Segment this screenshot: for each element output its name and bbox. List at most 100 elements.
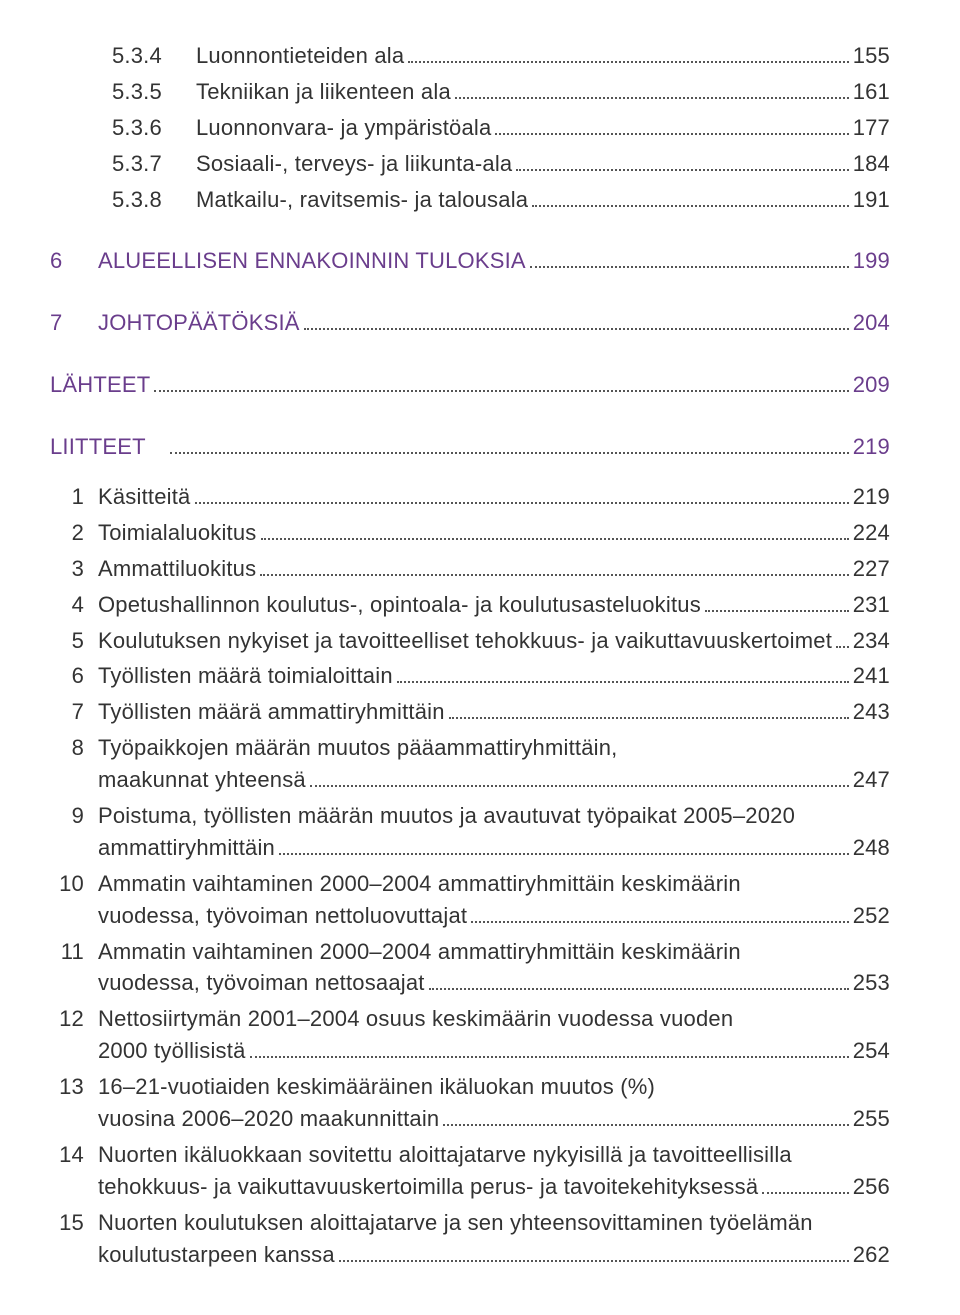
toc-appendix: 4Opetushallinnon koulutus-, opintoala- j… <box>50 589 890 621</box>
toc-number: 7 <box>50 696 98 728</box>
toc-appendix: 12Nettosiirtymän 2001–2004 osuus keskimä… <box>50 1003 890 1067</box>
toc-page: 161 <box>853 76 890 108</box>
toc-page: 243 <box>853 696 890 728</box>
leader-dots <box>455 97 849 99</box>
toc-number: 5.3.5 <box>50 76 196 108</box>
leader-dots <box>261 538 849 540</box>
leader-dots <box>304 328 849 330</box>
toc-page: 199 <box>853 245 890 277</box>
toc-chapter: 7JOHTOPÄÄTÖKSIÄ 204 <box>50 307 890 339</box>
toc-label: Sosiaali-, terveys- ja liikunta-ala <box>196 148 512 180</box>
toc-number: 11 <box>50 936 98 968</box>
leader-dots <box>516 169 848 171</box>
toc-section-liitteet: LIITTEET219 <box>50 431 890 463</box>
toc-label: JOHTOPÄÄTÖKSIÄ <box>98 307 300 339</box>
toc-appendix: 15Nuorten koulutuksen aloittajatarve ja … <box>50 1207 890 1271</box>
toc-label: ALUEELLISEN ENNAKOINNIN TULOKSIA <box>98 245 526 277</box>
toc-entry: 5.3.5Tekniikan ja liikenteen ala161 <box>50 76 890 108</box>
leader-dots <box>449 717 849 719</box>
toc-number: 5.3.8 <box>50 184 196 216</box>
toc-page: 224 <box>853 517 890 549</box>
toc-label: Nettosiirtymän 2001–2004 osuus keskimäär… <box>98 1003 733 1035</box>
toc-page: 248 <box>853 832 890 864</box>
toc-number: 2 <box>50 517 98 549</box>
toc-number: 14 <box>50 1139 98 1171</box>
toc-label: Luonnonvara- ja ympäristöala <box>196 112 491 144</box>
toc-page: 177 <box>853 112 890 144</box>
toc-appendix: 2Toimialaluokitus 224 <box>50 517 890 549</box>
toc-label: Nuorten koulutuksen aloittajatarve ja se… <box>98 1207 813 1239</box>
toc-label: Työllisten määrä ammattiryhmittäin <box>98 696 445 728</box>
toc-entry: 5.3.8Matkailu-, ravitsemis- ja talousala… <box>50 184 890 216</box>
toc-label-cont: vuosina 2006–2020 maakunnittain <box>98 1103 439 1135</box>
toc-label-cont: maakunnat yhteensä <box>98 764 306 796</box>
toc-number: 5.3.4 <box>50 40 196 72</box>
toc-page: 262 <box>853 1239 890 1271</box>
leader-dots <box>429 988 849 990</box>
toc-page: 184 <box>853 148 890 180</box>
toc-label: Matkailu-, ravitsemis- ja talousala <box>196 184 528 216</box>
toc-entry: 5.3.6Luonnonvara- ja ympäristöala 177 <box>50 112 890 144</box>
toc-page: 231 <box>853 589 890 621</box>
leader-dots <box>154 390 848 392</box>
toc-page: 219 <box>853 481 890 513</box>
toc-number: 6 <box>50 660 98 692</box>
toc-page: 204 <box>853 307 890 339</box>
toc-appendix: 3Ammattiluokitus227 <box>50 553 890 585</box>
toc-label: Käsitteitä <box>98 481 191 513</box>
toc-number: 13 <box>50 1071 98 1103</box>
leader-dots <box>836 646 849 648</box>
toc-label: Luonnontieteiden ala <box>196 40 404 72</box>
toc-appendix: 1316–21-vuotiaiden keskimääräinen ikäluo… <box>50 1071 890 1135</box>
toc-page: 254 <box>853 1035 890 1067</box>
toc-section-lahteet: LÄHTEET209 <box>50 369 890 401</box>
toc-appendix: 14Nuorten ikäluokkaan sovitettu aloittaj… <box>50 1139 890 1203</box>
toc-number: 7 <box>50 307 98 339</box>
toc-entry: 5.3.4Luonnontieteiden ala155 <box>50 40 890 72</box>
toc-label: Ammatin vaihtaminen 2000–2004 ammattiryh… <box>98 868 741 900</box>
toc-number: 5.3.7 <box>50 148 196 180</box>
toc-number: 1 <box>50 481 98 513</box>
leader-dots <box>260 574 848 576</box>
toc-label: Toimialaluokitus <box>98 517 257 549</box>
toc-label-cont: koulutustarpeen kanssa <box>98 1239 335 1271</box>
toc-number: 8 <box>50 732 98 764</box>
toc-label-cont: tehokkuus- ja vaikuttavuuskertoimilla pe… <box>98 1171 758 1203</box>
leader-dots <box>443 1124 848 1126</box>
toc-label: 16–21-vuotiaiden keskimääräinen ikäluoka… <box>98 1071 655 1103</box>
leader-dots <box>532 205 848 207</box>
toc-number: 5 <box>50 625 98 657</box>
toc-number: 5.3.6 <box>50 112 196 144</box>
toc-label: Ammatin vaihtaminen 2000–2004 ammattiryh… <box>98 936 741 968</box>
leader-dots <box>250 1056 849 1058</box>
leader-dots <box>397 681 849 683</box>
toc-label: Työllisten määrä toimialoittain <box>98 660 393 692</box>
leader-dots <box>170 452 849 454</box>
leader-dots <box>705 610 849 612</box>
table-of-contents: 5.3.4Luonnontieteiden ala1555.3.5Tekniik… <box>50 40 890 1271</box>
toc-label-cont: vuodessa, työvoiman nettosaajat <box>98 967 425 999</box>
toc-number: 12 <box>50 1003 98 1035</box>
toc-number: 4 <box>50 589 98 621</box>
toc-number: 10 <box>50 868 98 900</box>
toc-number: 3 <box>50 553 98 585</box>
leader-dots <box>495 133 848 135</box>
toc-label: Koulutuksen nykyiset ja tavoitteelliset … <box>98 625 832 657</box>
toc-appendix: 10Ammatin vaihtaminen 2000–2004 ammattir… <box>50 868 890 932</box>
toc-page: 234 <box>853 625 890 657</box>
toc-number: 9 <box>50 800 98 832</box>
toc-page: 252 <box>853 900 890 932</box>
toc-label-cont: 2000 työllisistä <box>98 1035 246 1067</box>
toc-label-cont: ammattiryhmittäin <box>98 832 275 864</box>
toc-label-cont: vuodessa, työvoiman nettoluovuttajat <box>98 900 467 932</box>
toc-page: 256 <box>853 1171 890 1203</box>
toc-number: 6 <box>50 245 98 277</box>
toc-page: 247 <box>853 764 890 796</box>
toc-label: Poistuma, työllisten määrän muutos ja av… <box>98 800 795 832</box>
leader-dots <box>408 61 848 63</box>
toc-appendix: 5Koulutuksen nykyiset ja tavoitteelliset… <box>50 625 890 657</box>
toc-appendix: 7Työllisten määrä ammattiryhmittäin 243 <box>50 696 890 728</box>
leader-dots <box>471 921 848 923</box>
toc-number: 15 <box>50 1207 98 1239</box>
toc-page: 209 <box>853 369 890 401</box>
